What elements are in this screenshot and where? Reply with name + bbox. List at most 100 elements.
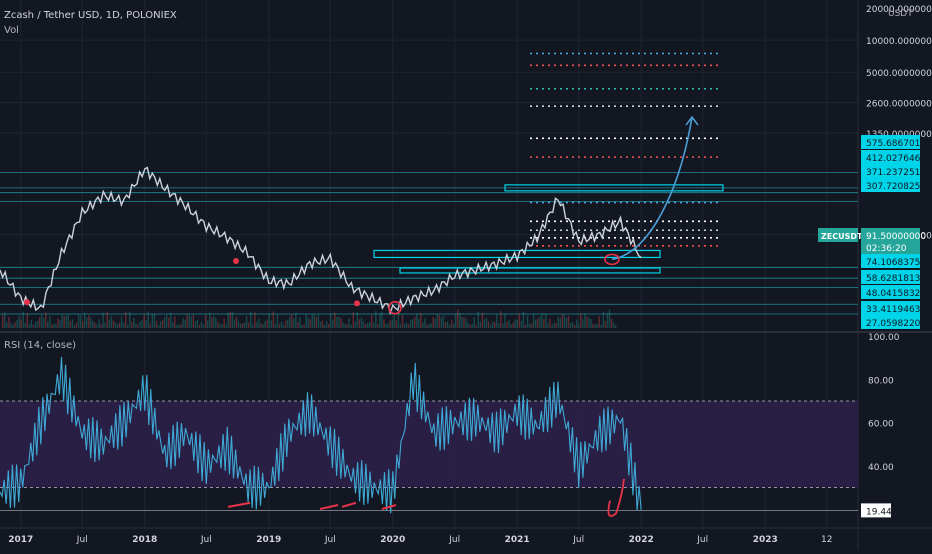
volume-bar-299 [614, 324, 617, 328]
volume-bar-106 [219, 323, 221, 328]
volume-bar-288 [592, 323, 594, 328]
volume-bar-127 [262, 323, 264, 328]
volume-bar-199 [409, 320, 412, 328]
volume-bar-168 [346, 324, 348, 328]
volume-bar-221 [455, 313, 457, 328]
volume-bar-273 [561, 314, 564, 328]
volume-bar-82 [170, 312, 172, 328]
rsi-tick-0: 100.00 [868, 333, 900, 343]
volume-bar-129 [266, 319, 268, 328]
volume-bar-160 [330, 314, 332, 328]
volume-bar-212 [436, 314, 438, 328]
volume-bar-59 [122, 322, 125, 328]
low-marker-0 [24, 299, 30, 306]
volume-bar-192 [395, 320, 397, 328]
low-circle-2022 [604, 253, 620, 266]
volume-bar-33 [69, 320, 72, 328]
volume-bar-209 [430, 323, 432, 328]
volume-bar-53 [110, 316, 113, 328]
resistance-box [504, 184, 724, 192]
volume-bar-166 [342, 322, 344, 328]
volume-bar-2 [6, 322, 8, 328]
volume-bar-240 [494, 321, 496, 328]
volume-bar-271 [557, 316, 559, 328]
volume-bar-279 [573, 324, 576, 328]
level-label-box-7 [861, 301, 920, 315]
volume-bar-211 [434, 318, 436, 328]
volume-bar-98 [202, 324, 205, 328]
level-label-8: 27.05982205 [866, 319, 926, 329]
volume-bar-218 [448, 324, 451, 328]
volume-bar-170 [350, 324, 352, 328]
volume-bar-259 [532, 313, 535, 328]
volume-bar-283 [582, 319, 584, 328]
chart-title: Zcash / Tether USD, 1D, POLONIEX [4, 10, 177, 21]
volume-bar-150 [309, 319, 311, 328]
volume-bar-184 [379, 312, 381, 328]
rsi-band [0, 400, 858, 488]
forecast-arrow [611, 116, 693, 261]
level-label-0: 575.68670172 [866, 139, 932, 149]
volume-bar-44 [92, 321, 94, 328]
volume-bar-226 [465, 318, 467, 328]
volume-bar-182 [375, 311, 377, 328]
volume-bar-78 [161, 320, 164, 328]
volume-bar-12 [26, 313, 28, 328]
volume-bar-148 [305, 313, 307, 328]
volume-bar-144 [297, 322, 299, 328]
price-tick-2: 5000.00000000 [866, 69, 932, 79]
volume-bar-135 [278, 323, 281, 328]
volume-bar-79 [163, 317, 166, 328]
volume-bar-88 [182, 317, 184, 328]
time-tick-10: 2022 [629, 535, 654, 545]
volume-bar-66 [137, 324, 139, 328]
volume-bar-173 [356, 312, 359, 328]
volume-bar-139 [286, 319, 289, 328]
volume-bar-7 [16, 320, 18, 328]
volume-bar-4 [10, 322, 12, 328]
volume-bar-39 [81, 321, 84, 328]
volume-bar-113 [233, 319, 236, 328]
volume-bar-281 [578, 323, 580, 328]
volume-bar-290 [596, 323, 598, 328]
time-tick-1: Jul [76, 535, 88, 545]
volume-bar-92 [190, 316, 192, 328]
volume-bar-289 [594, 324, 596, 328]
volume-bar-69 [143, 314, 145, 328]
volume-label: Vol [4, 25, 19, 36]
volume-bar-216 [444, 322, 447, 328]
volume-bar-51 [106, 311, 108, 328]
volume-bar-56 [116, 324, 119, 328]
annotations [24, 115, 699, 517]
volume-bar-243 [500, 311, 502, 328]
volume-bar-151 [311, 314, 313, 328]
volume-bar-161 [332, 320, 334, 328]
volume-bar-23 [49, 315, 51, 328]
volume-bar-204 [420, 312, 422, 328]
volume-bar-55 [114, 322, 117, 328]
volume-bar-245 [504, 313, 506, 328]
low-marker-2 [354, 300, 360, 307]
volume-bar-171 [352, 312, 354, 328]
volume-bar-176 [362, 321, 365, 328]
volume-bar-234 [481, 312, 484, 328]
volume-bar-275 [565, 317, 568, 328]
volume-bar-14 [30, 320, 33, 328]
volume-bar-81 [168, 317, 170, 328]
volume-bar-105 [217, 321, 219, 328]
volume-bar-256 [526, 315, 529, 328]
time-tick-4: 2019 [256, 535, 281, 545]
volume-bar-131 [270, 320, 272, 328]
volume-bar-137 [282, 324, 285, 328]
volume-bar-201 [414, 316, 416, 328]
level-label-box-4 [861, 254, 920, 268]
volume-bar-19 [40, 314, 43, 328]
volume-bar-77 [159, 321, 162, 328]
volume-bar-141 [291, 314, 293, 328]
volume-bar-67 [139, 321, 141, 328]
volume-bar-73 [151, 313, 154, 328]
rsi-low-mark-2 [341, 501, 357, 508]
volume-bar-25 [53, 323, 55, 328]
volume-bar-269 [553, 323, 555, 328]
